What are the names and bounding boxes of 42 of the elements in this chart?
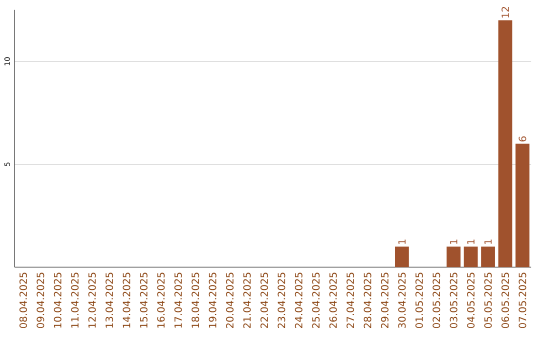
- x-tick-label: 02.05.2025: [432, 272, 440, 328]
- x-tick-label: 30.04.2025: [398, 272, 406, 328]
- data-label: 6: [518, 136, 526, 142]
- x-tick-label: 04.05.2025: [467, 272, 475, 328]
- x-tick-label: 16.04.2025: [157, 272, 165, 328]
- x-tick-label: 29.04.2025: [380, 272, 388, 328]
- x-tick-label: 15.04.2025: [140, 272, 148, 328]
- x-tick-label: 18.04.2025: [192, 272, 200, 328]
- x-tick-label: 21.04.2025: [243, 272, 251, 328]
- bar: [395, 246, 409, 268]
- x-tick-label: 20.04.2025: [226, 272, 234, 328]
- x-tick-label: 14.04.2025: [122, 272, 130, 328]
- data-label: 1: [484, 240, 492, 244]
- bar: [446, 246, 461, 268]
- x-tick-label: 07.05.2025: [518, 272, 526, 328]
- x-tick-label: 17.04.2025: [174, 272, 182, 328]
- x-tick-label: 06.05.2025: [501, 272, 510, 328]
- x-tick-label: 10.04.2025: [54, 272, 62, 328]
- x-tick-label: 03.05.2025: [450, 272, 458, 328]
- x-tick-label: 05.05.2025: [484, 272, 492, 328]
- bar: [498, 20, 512, 268]
- x-tick-label: 13.04.2025: [106, 272, 114, 328]
- x-tick-label: 23.04.2025: [278, 272, 286, 328]
- x-tick-label: 19.04.2025: [208, 272, 216, 328]
- data-label: 1: [398, 240, 406, 244]
- x-tick-label: 12.04.2025: [88, 272, 96, 328]
- x-tick-label: 26.04.2025: [329, 272, 337, 328]
- data-label: 12: [502, 7, 509, 18]
- bar: [516, 144, 530, 268]
- data-label: 1: [450, 240, 458, 244]
- x-tick-label: 28.04.2025: [364, 272, 372, 328]
- x-tick-label: 25.04.2025: [312, 272, 320, 328]
- x-tick-label: 22.04.2025: [260, 272, 268, 328]
- data-label: 1: [467, 240, 474, 244]
- x-tick-label: 01.05.2025: [415, 272, 423, 328]
- bar: [481, 246, 495, 268]
- x-tick-label: 11.04.2025: [71, 272, 79, 328]
- x-tick-label: 08.04.2025: [19, 272, 27, 328]
- x-tick-label: 09.04.2025: [36, 272, 44, 328]
- x-tick-label: 27.04.2025: [346, 272, 354, 328]
- x-tick-label: 24.04.2025: [294, 272, 302, 328]
- bar: [464, 246, 478, 268]
